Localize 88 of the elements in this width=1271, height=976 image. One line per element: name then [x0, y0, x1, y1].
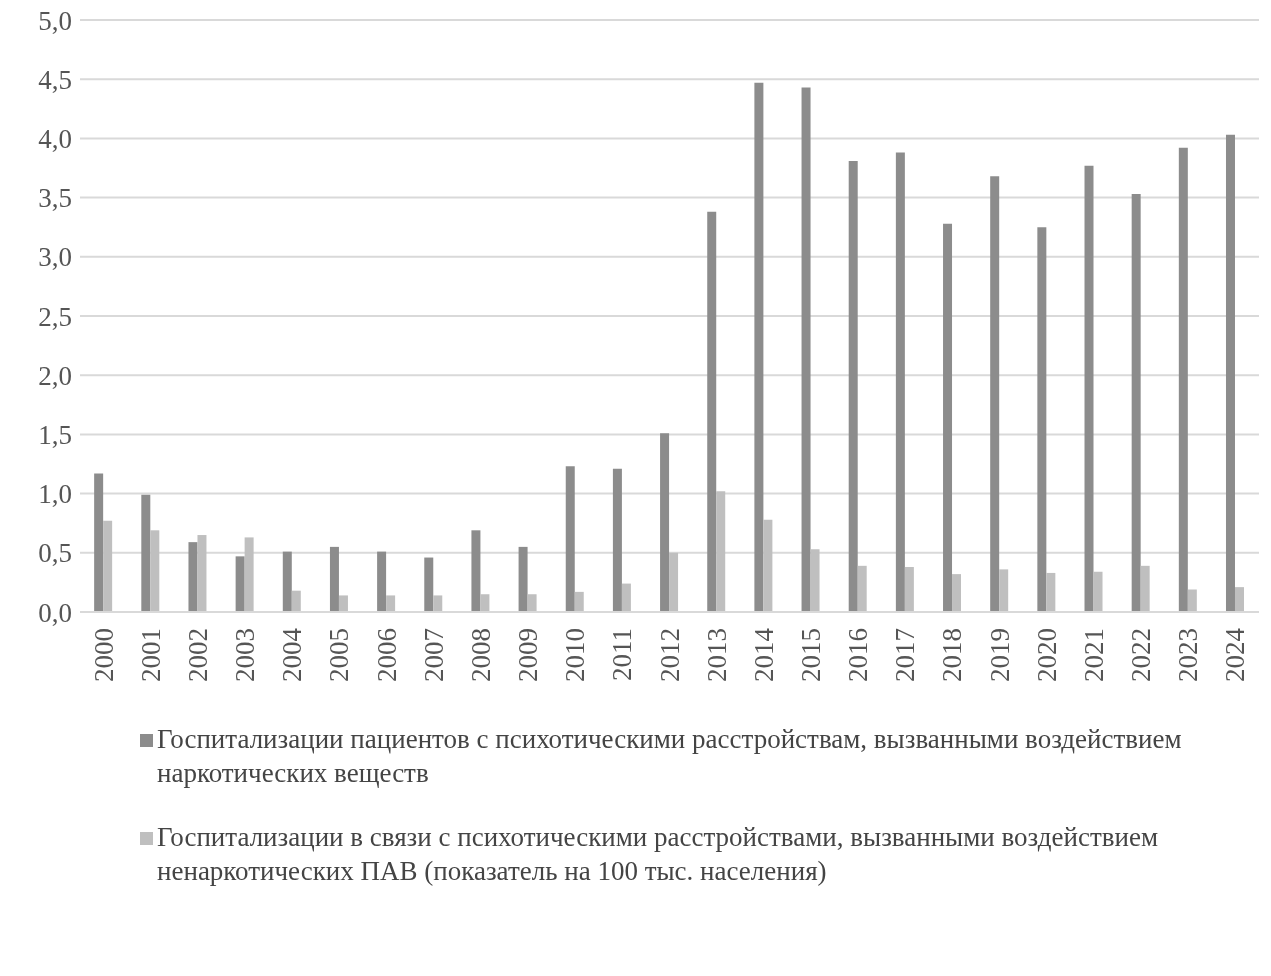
bar [801, 87, 811, 612]
bar [574, 591, 584, 612]
bar [386, 595, 396, 612]
bar [669, 552, 679, 612]
x-tick-label: 2016 [843, 628, 874, 682]
x-tick-label: 2010 [560, 628, 591, 682]
bar [433, 595, 443, 612]
x-tick-label: 2020 [1031, 628, 1062, 682]
bar [1093, 571, 1103, 612]
y-tick-label: 2,5 [38, 301, 72, 332]
y-tick-label: 1,5 [38, 419, 72, 450]
y-tick-label: 4,5 [38, 64, 72, 95]
bar [1187, 589, 1197, 612]
bar [527, 594, 537, 612]
bar [565, 466, 575, 612]
bar [895, 152, 905, 612]
y-tick-label: 0,5 [38, 538, 72, 569]
y-tick-label: 5,0 [38, 5, 72, 36]
legend-label: Госпитализации пациентов с психотическими расстройствам, вызванными воздействием наркотических веществ [157, 723, 1183, 790]
x-tick-label: 2013 [701, 628, 732, 682]
bar [188, 542, 198, 612]
bar [904, 567, 914, 612]
bar [518, 546, 528, 612]
bar [660, 433, 670, 612]
bar [424, 557, 434, 612]
bar [338, 595, 348, 612]
bar [716, 491, 726, 612]
legend-label: Госпитализации в связи с психотическими расстройствами, вызванными воздействием ненаркотических ПАВ (показатель на 100 тыс. населения) [157, 821, 1159, 888]
bar [103, 520, 113, 612]
x-tick-label: 2017 [890, 628, 921, 682]
x-tick-label: 2006 [371, 628, 402, 682]
x-tick-label: 2003 [230, 628, 261, 682]
y-tick-label: 4,0 [38, 123, 72, 154]
bar [612, 468, 622, 612]
x-tick-label: 2009 [513, 628, 544, 682]
bar [999, 569, 1009, 612]
bar [857, 565, 867, 612]
bar [707, 211, 717, 612]
x-tick-label: 2023 [1173, 628, 1204, 682]
x-tick-label: 2002 [182, 628, 213, 682]
y-tick-label: 3,0 [38, 242, 72, 273]
x-tick-label: 2004 [277, 627, 308, 682]
bar [244, 537, 254, 612]
bar [1225, 134, 1235, 612]
bar [810, 549, 820, 612]
bar [990, 176, 1000, 612]
y-tick-label: 3,5 [38, 183, 72, 214]
bar [377, 551, 387, 612]
x-tick-label: 2011 [607, 628, 638, 681]
bar [1178, 147, 1188, 612]
x-tick-label: 2001 [135, 628, 166, 682]
x-tick-label: 2008 [465, 628, 496, 682]
x-tick-label: 2022 [1126, 628, 1157, 682]
bar [291, 590, 301, 612]
bar [943, 223, 953, 612]
bar [848, 160, 858, 612]
bar [235, 556, 245, 612]
bar [471, 530, 481, 612]
bar [1131, 194, 1141, 612]
x-tick-label: 2024 [1220, 627, 1251, 682]
bar [1234, 587, 1244, 612]
y-tick-label: 1,0 [38, 479, 72, 510]
bar [763, 519, 773, 612]
bar [754, 82, 764, 612]
bar [94, 473, 104, 612]
x-tick-label: 2021 [1078, 628, 1109, 682]
bar [329, 546, 339, 612]
y-tick-label: 0,0 [38, 597, 72, 628]
x-tick-label: 2005 [324, 628, 355, 682]
x-tick-label: 2018 [937, 628, 968, 682]
bar [952, 574, 962, 612]
bar [1046, 572, 1056, 612]
x-tick-label: 2014 [748, 627, 779, 682]
bar [1140, 565, 1150, 612]
y-tick-label: 2,0 [38, 360, 72, 391]
x-tick-label: 2015 [795, 628, 826, 682]
x-tick-label: 2012 [654, 628, 685, 682]
bar [282, 551, 292, 612]
x-tick-label: 2000 [88, 628, 119, 682]
bar [141, 494, 151, 612]
x-tick-label: 2019 [984, 628, 1015, 682]
x-tick-label: 2007 [418, 628, 449, 682]
bar [197, 535, 207, 612]
bar [1037, 227, 1047, 612]
bar [150, 530, 160, 612]
bar [1084, 165, 1094, 612]
bar [621, 583, 631, 612]
bar [480, 594, 490, 612]
